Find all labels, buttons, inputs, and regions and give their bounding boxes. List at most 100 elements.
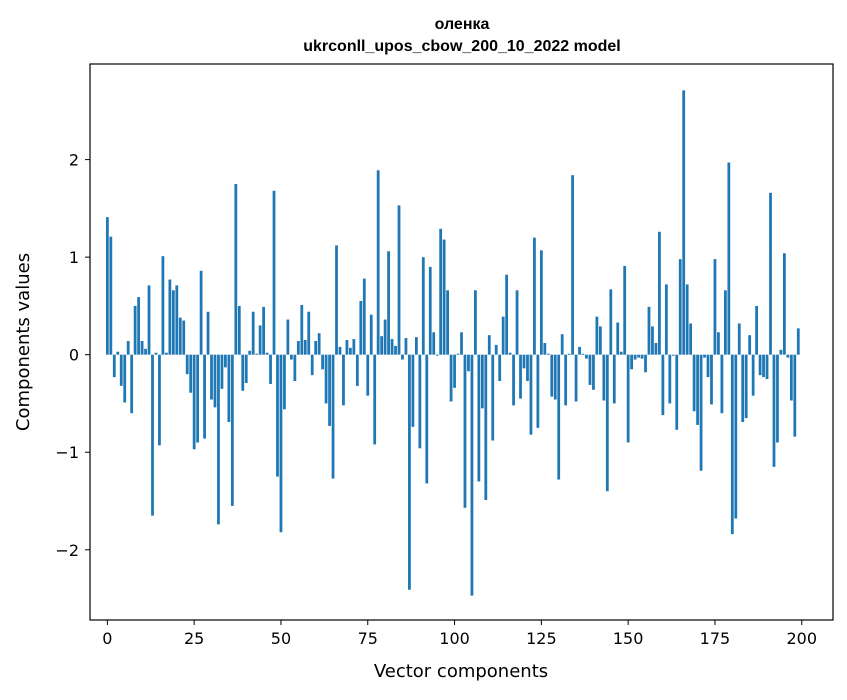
bar-component-165 xyxy=(678,259,682,355)
bar-component-187 xyxy=(755,305,759,355)
bar-component-115 xyxy=(505,274,509,355)
bar-component-6 xyxy=(126,341,130,355)
bar-component-26 xyxy=(196,354,200,443)
bar-component-23 xyxy=(185,354,189,375)
bar-component-43 xyxy=(255,353,259,355)
bar-component-85 xyxy=(401,354,404,360)
x-tick-label: 150 xyxy=(613,629,644,648)
y-tick-label: −1 xyxy=(55,443,79,462)
bar-component-135 xyxy=(574,354,578,402)
bar-component-32 xyxy=(217,354,220,525)
bar-component-56 xyxy=(300,304,304,355)
bar-component-150 xyxy=(626,354,630,443)
bar-component-124 xyxy=(536,354,540,428)
bar-component-193 xyxy=(776,354,779,443)
bar-component-78 xyxy=(376,170,380,355)
bar-component-162 xyxy=(668,354,672,404)
bar-component-39 xyxy=(241,354,245,391)
bar-component-112 xyxy=(494,344,498,355)
bar-component-109 xyxy=(484,354,488,501)
bar-component-100 xyxy=(453,354,456,388)
bar-component-167 xyxy=(685,284,689,355)
bar-component-153 xyxy=(637,354,640,358)
x-axis-ticks: 0 25 50 75 100 125 150 175 200 xyxy=(102,620,817,648)
bar-component-11 xyxy=(144,348,147,355)
bar-component-108 xyxy=(480,354,484,409)
bar-component-33 xyxy=(220,354,224,389)
bar-component-38 xyxy=(237,305,241,355)
bar-component-79 xyxy=(380,336,384,355)
bar-component-156 xyxy=(647,306,651,355)
bar-component-24 xyxy=(189,354,193,393)
bar-component-125 xyxy=(539,250,543,355)
bar-component-8 xyxy=(133,305,137,355)
bar-component-88 xyxy=(411,354,415,427)
bar-component-136 xyxy=(578,346,581,355)
bar-component-177 xyxy=(720,354,724,414)
bar-component-128 xyxy=(550,354,554,397)
bar-component-65 xyxy=(331,354,335,479)
bar-component-152 xyxy=(633,354,637,360)
chart-title: оленка xyxy=(435,16,490,33)
bar-component-83 xyxy=(394,345,397,355)
bar-component-42 xyxy=(251,311,255,355)
bar-component-4 xyxy=(119,354,123,386)
y-tick-label: −2 xyxy=(55,541,79,560)
bar-component-91 xyxy=(421,257,425,355)
x-tick-label: 50 xyxy=(271,629,291,648)
bar-component-103 xyxy=(463,354,467,508)
bar-component-105 xyxy=(470,354,474,596)
bar-component-98 xyxy=(446,290,449,355)
bar-component-131 xyxy=(560,334,564,355)
x-tick-label: 0 xyxy=(102,629,112,648)
bar-component-59 xyxy=(310,354,314,376)
x-tick-label: 100 xyxy=(439,629,470,648)
bar-component-17 xyxy=(164,352,168,355)
bar-component-118 xyxy=(515,290,519,355)
bar-component-127 xyxy=(546,353,550,355)
bar-component-194 xyxy=(779,349,783,355)
bar-component-1 xyxy=(109,236,113,355)
bar-component-57 xyxy=(303,340,307,355)
bar-component-180 xyxy=(730,354,734,535)
bar-component-120 xyxy=(522,354,526,369)
bar-component-197 xyxy=(789,354,793,401)
bar-component-97 xyxy=(442,239,446,355)
bar-component-13 xyxy=(151,354,154,516)
bar-component-164 xyxy=(675,354,679,430)
bar-component-106 xyxy=(474,290,477,355)
bar-component-41 xyxy=(248,350,252,355)
bar-component-53 xyxy=(289,354,293,360)
bar-component-168 xyxy=(689,323,693,355)
bar-component-61 xyxy=(317,333,321,355)
bar-component-159 xyxy=(658,231,661,355)
bar-component-179 xyxy=(727,162,731,355)
bar-component-21 xyxy=(178,317,182,355)
x-tick-label: 125 xyxy=(526,629,557,648)
x-tick-label: 75 xyxy=(358,629,378,648)
bar-component-90 xyxy=(418,354,422,449)
bar-component-183 xyxy=(741,354,745,422)
bar-component-95 xyxy=(435,354,439,356)
bar-component-107 xyxy=(477,354,481,482)
bar-component-174 xyxy=(710,354,713,405)
bar-component-143 xyxy=(602,354,606,401)
bar-component-184 xyxy=(744,354,748,419)
y-tick-label: 1 xyxy=(69,248,79,267)
bar-component-30 xyxy=(210,354,213,400)
bar-component-5 xyxy=(123,354,127,403)
bar-component-35 xyxy=(227,354,231,422)
bar-component-163 xyxy=(671,354,675,356)
x-tick-label: 200 xyxy=(786,629,817,648)
bar-component-68 xyxy=(342,354,345,406)
bar-component-3 xyxy=(116,351,120,355)
bar-component-140 xyxy=(592,354,595,390)
bar-component-80 xyxy=(383,319,387,355)
bar-component-149 xyxy=(623,265,627,355)
bar-component-50 xyxy=(279,354,283,533)
bar-component-67 xyxy=(338,346,342,355)
bar-component-138 xyxy=(585,354,588,359)
bar-component-147 xyxy=(616,322,620,355)
bar-component-195 xyxy=(783,253,786,355)
